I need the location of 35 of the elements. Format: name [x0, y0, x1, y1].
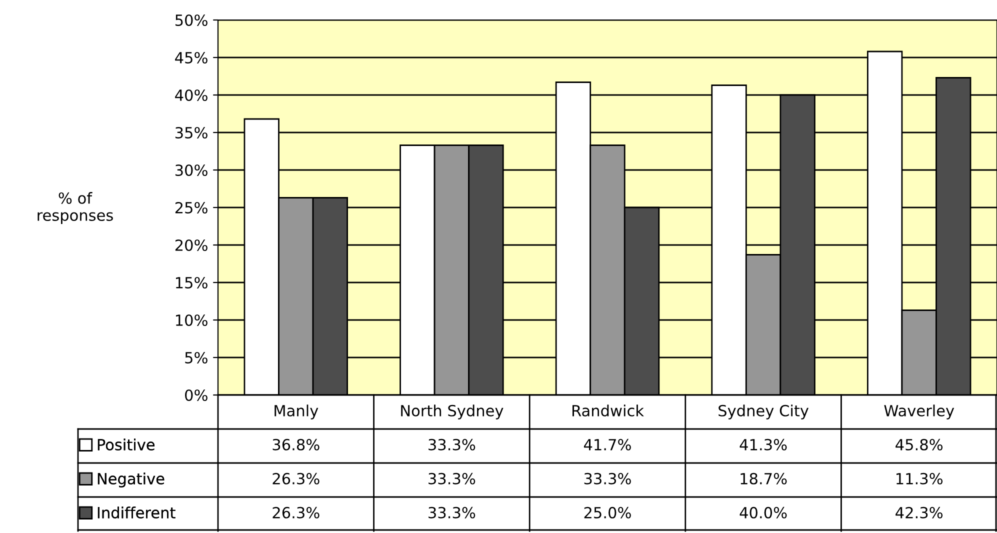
y-tick-label: 0% [185, 389, 208, 402]
y-tick-label: 40% [175, 89, 208, 102]
legend-label: Positive [98, 438, 155, 450]
x-tick-label: Sydney City [718, 404, 809, 420]
data-label: 11.3% [896, 472, 943, 484]
x-tick-label: Randwick [572, 404, 644, 416]
y-tick-label: 35% [175, 126, 208, 139]
data-label: 26.3% [272, 472, 320, 484]
data-label: 33.3% [584, 472, 631, 484]
data-label: 33.3% [428, 472, 476, 484]
y-tick-label: 20% [175, 239, 208, 252]
y-tick-label: 15% [176, 276, 208, 289]
y-tick-label: 5% [185, 352, 208, 364]
data-label: 41.7% [584, 438, 631, 450]
y-tick-label: 10% [176, 314, 208, 326]
legend-label: Indifferent [98, 506, 176, 518]
data-label: 33.3% [428, 506, 476, 518]
data-label: 26.3% [272, 506, 320, 518]
data-label: 41.3% [740, 438, 787, 450]
x-tick-label: Manly [274, 404, 318, 420]
data-label: 45.8% [896, 438, 943, 450]
data-label: 33.3% [428, 438, 476, 450]
y-tick-label: 30% [175, 164, 208, 176]
data-label: 40.0% [740, 506, 787, 518]
x-tick-label: North Sydney [401, 404, 504, 420]
y-tick-label: 25% [175, 202, 208, 214]
data-label: 18.7% [740, 472, 787, 484]
legend-label: Negative [98, 472, 164, 488]
data-label: 36.8% [272, 438, 320, 450]
y-tick-label: 45% [175, 52, 208, 64]
y-axis-title: % of responses [38, 192, 113, 224]
y-tick-label: 50% [176, 14, 208, 26]
x-tick-label: Waverley [884, 404, 954, 420]
data-label: 42.3% [896, 506, 943, 518]
data-label: 25.0% [584, 506, 631, 518]
